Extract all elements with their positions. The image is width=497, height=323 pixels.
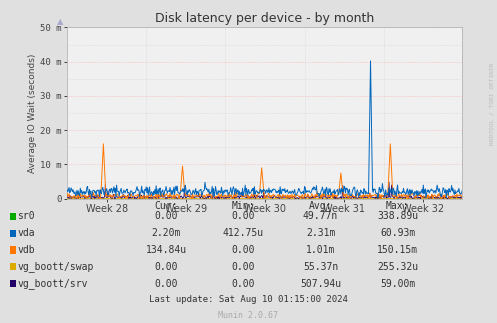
Text: 134.84u: 134.84u	[146, 245, 187, 255]
Text: 0.00: 0.00	[232, 262, 255, 272]
Text: 0.00: 0.00	[155, 212, 178, 221]
Text: sr0: sr0	[17, 212, 35, 221]
Text: 2.20m: 2.20m	[152, 228, 181, 238]
Text: 0.00: 0.00	[155, 279, 178, 288]
Text: 1.01m: 1.01m	[306, 245, 335, 255]
Text: 255.32u: 255.32u	[377, 262, 418, 272]
Text: 55.37n: 55.37n	[303, 262, 338, 272]
Text: vg_boott/swap: vg_boott/swap	[17, 261, 93, 272]
Text: Avg:: Avg:	[309, 201, 332, 211]
Text: 150.15m: 150.15m	[377, 245, 418, 255]
Text: Min:: Min:	[232, 201, 255, 211]
Text: 0.00: 0.00	[155, 262, 178, 272]
Text: Cur:: Cur:	[155, 201, 178, 211]
Text: 49.77n: 49.77n	[303, 212, 338, 221]
Text: Last update: Sat Aug 10 01:15:00 2024: Last update: Sat Aug 10 01:15:00 2024	[149, 295, 348, 304]
Text: vda: vda	[17, 228, 35, 238]
Text: 0.00: 0.00	[232, 212, 255, 221]
Text: RRDTOOL / TOBI OETIKER: RRDTOOL / TOBI OETIKER	[490, 62, 495, 145]
Title: Disk latency per device - by month: Disk latency per device - by month	[155, 12, 374, 25]
Text: 0.00: 0.00	[232, 279, 255, 288]
Text: 59.00m: 59.00m	[380, 279, 415, 288]
Text: Munin 2.0.67: Munin 2.0.67	[219, 311, 278, 320]
Text: vdb: vdb	[17, 245, 35, 255]
Text: 2.31m: 2.31m	[306, 228, 335, 238]
Text: Max:: Max:	[386, 201, 410, 211]
Text: 338.89u: 338.89u	[377, 212, 418, 221]
Text: ▲: ▲	[57, 17, 63, 26]
Y-axis label: Average IO Wait (seconds): Average IO Wait (seconds)	[28, 53, 37, 173]
Text: 507.94u: 507.94u	[300, 279, 341, 288]
Text: 0.00: 0.00	[232, 245, 255, 255]
Text: 60.93m: 60.93m	[380, 228, 415, 238]
Text: 412.75u: 412.75u	[223, 228, 264, 238]
Text: vg_boott/srv: vg_boott/srv	[17, 278, 87, 289]
